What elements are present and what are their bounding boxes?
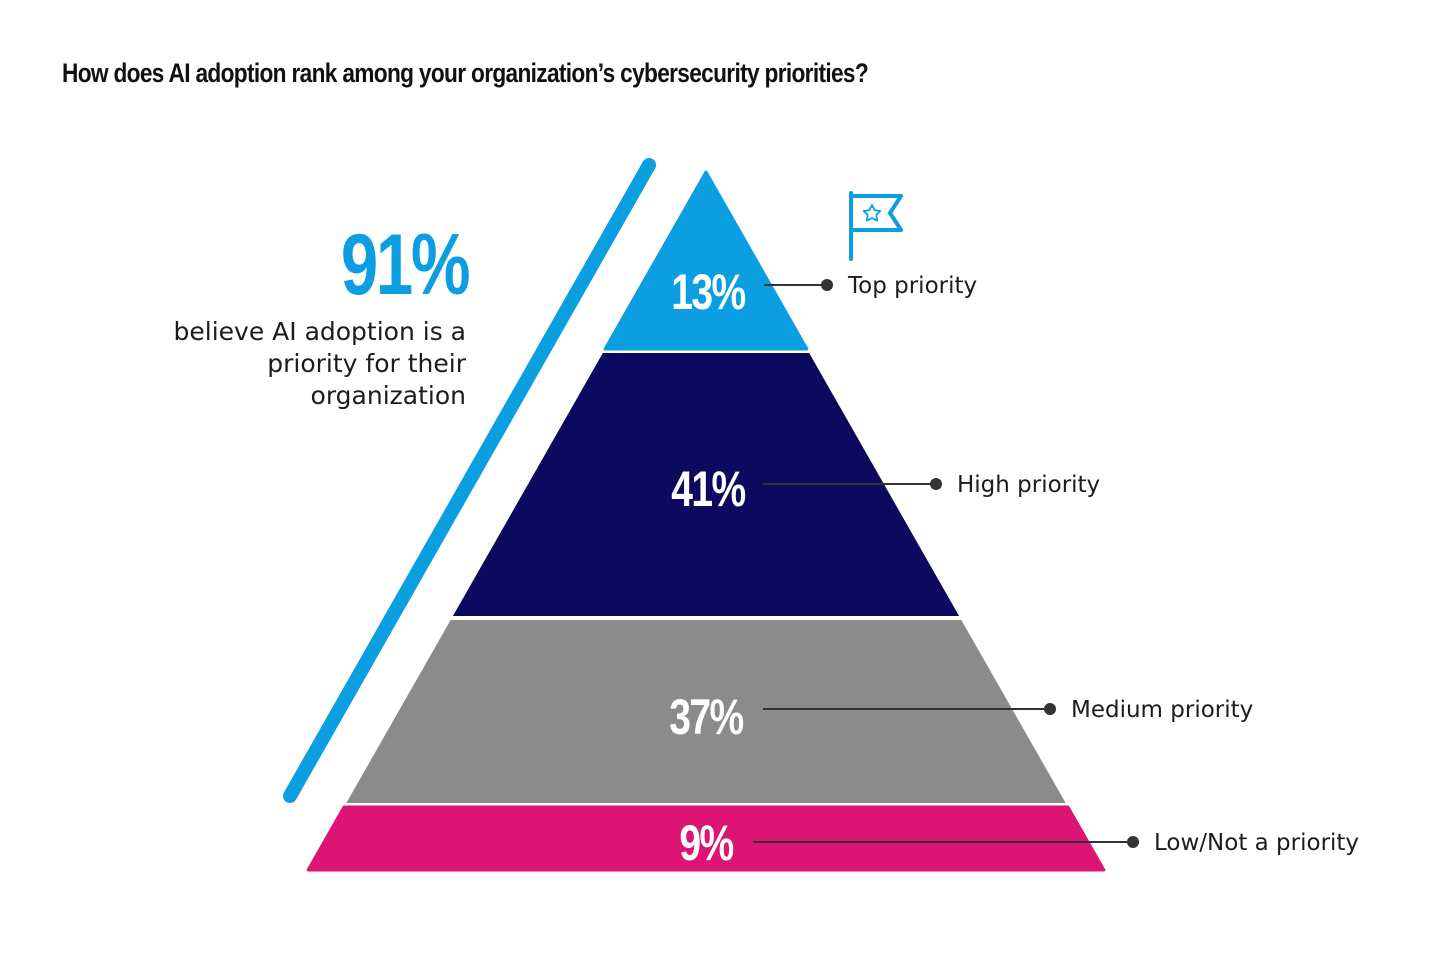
segment-value-low: 9%: [679, 814, 733, 871]
highlight-description: believe AI adoption is a priority for th…: [173, 317, 467, 410]
flag-star-icon: [849, 191, 903, 261]
leader-dot-low: [1127, 836, 1139, 848]
legend-label-top: Top priority: [847, 273, 977, 299]
priority-bracket-line: [283, 158, 656, 803]
segment-value-top: 13%: [671, 263, 745, 320]
chart-title: How does AI adoption rank among your org…: [62, 58, 869, 88]
highlight-stat: 91%: [340, 217, 471, 313]
leader-dot-high: [930, 478, 942, 490]
pyramid-segment-medium: [346, 620, 1066, 803]
legend-label-medium: Medium priority: [1071, 697, 1253, 723]
segment-value-high: 41%: [671, 460, 745, 517]
pyramid-segment-top: [603, 170, 809, 351]
pyramid-segment-low: [306, 805, 1106, 872]
segment-value-medium: 37%: [669, 688, 743, 745]
legend-label-high: High priority: [957, 472, 1100, 498]
leader-dot-top: [821, 279, 833, 291]
legend-label-low: Low/Not a priority: [1154, 830, 1359, 856]
leader-dot-medium: [1044, 703, 1056, 715]
pyramid-segment-high: [452, 353, 960, 616]
